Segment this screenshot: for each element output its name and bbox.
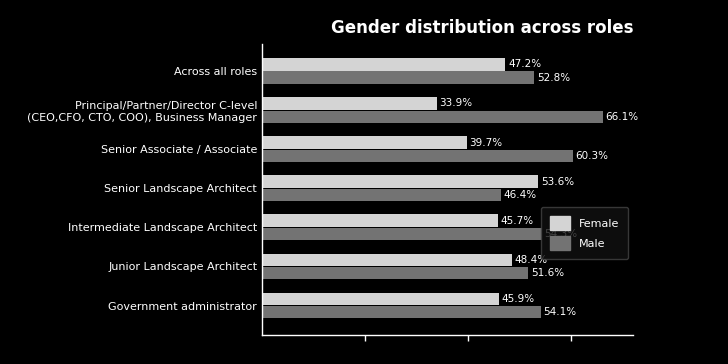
Bar xyxy=(262,214,498,227)
Bar xyxy=(262,136,467,149)
Text: 60.3%: 60.3% xyxy=(576,151,609,161)
Text: 47.2%: 47.2% xyxy=(508,59,541,70)
Bar xyxy=(262,293,499,305)
Bar xyxy=(262,71,534,84)
Text: 33.9%: 33.9% xyxy=(440,99,472,108)
Bar xyxy=(262,189,502,201)
Text: 39.7%: 39.7% xyxy=(470,138,502,147)
Bar xyxy=(262,228,542,240)
Text: 48.4%: 48.4% xyxy=(514,255,547,265)
Legend: Female, Male: Female, Male xyxy=(541,207,628,259)
Bar xyxy=(262,58,505,71)
Text: 66.1%: 66.1% xyxy=(606,112,638,122)
Text: 45.7%: 45.7% xyxy=(500,216,534,226)
Text: 54.1%: 54.1% xyxy=(544,307,577,317)
Bar xyxy=(262,267,529,280)
Text: Gender distribution across roles: Gender distribution across roles xyxy=(331,19,633,36)
Bar xyxy=(262,254,512,266)
Text: 45.9%: 45.9% xyxy=(502,294,534,304)
Bar xyxy=(262,111,603,123)
Bar xyxy=(262,175,539,188)
Bar xyxy=(262,97,437,110)
Text: 52.8%: 52.8% xyxy=(537,73,570,83)
Text: 51.6%: 51.6% xyxy=(531,268,564,278)
Text: 54.3%: 54.3% xyxy=(545,229,578,239)
Bar xyxy=(262,306,541,318)
Text: 53.6%: 53.6% xyxy=(541,177,574,187)
Bar xyxy=(262,150,573,162)
Text: 46.4%: 46.4% xyxy=(504,190,537,200)
